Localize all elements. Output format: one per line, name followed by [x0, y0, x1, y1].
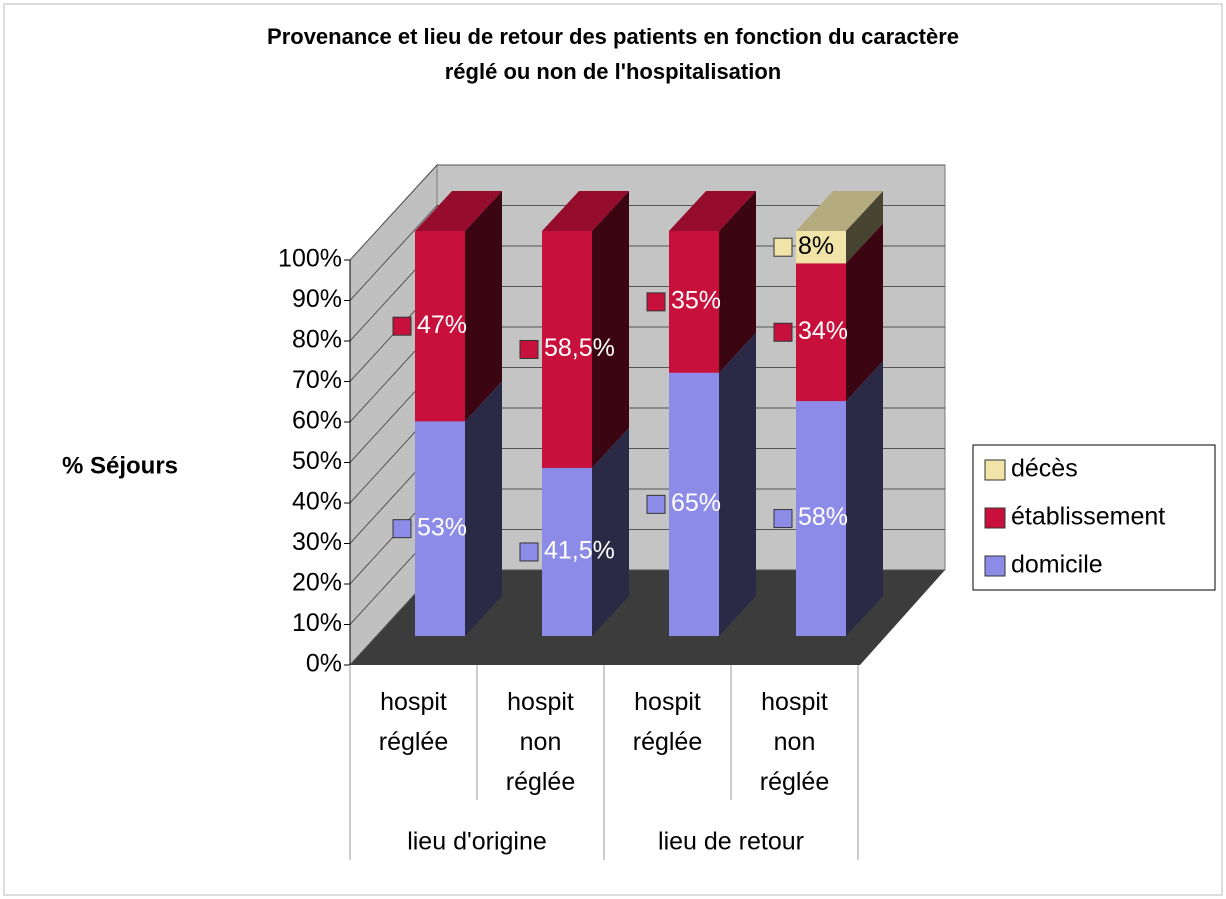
y-tick-label: 100% — [278, 245, 342, 273]
legend-label: décès — [1011, 455, 1078, 483]
bar-side — [719, 191, 756, 373]
bar-side — [846, 361, 883, 636]
data-label-group: 53% — [392, 513, 467, 541]
data-label: 41,5% — [544, 537, 615, 565]
bar-side — [846, 223, 883, 402]
x-tick-label: hospit réglée — [378, 688, 449, 756]
legend-key — [984, 507, 1006, 529]
bar-side — [465, 191, 502, 422]
grid-line — [349, 164, 945, 261]
data-label-group: 41,5% — [519, 537, 615, 565]
bar — [669, 372, 719, 636]
chart-title: réglé ou non de l'hospitalisation — [445, 59, 781, 84]
y-tick-label: 0% — [306, 650, 342, 678]
x-tick-label: hospit réglée — [632, 688, 703, 756]
data-label-group: 8% — [773, 232, 834, 260]
y-tick-label: 10% — [292, 609, 342, 637]
data-label-group: 58,5% — [519, 334, 615, 362]
data-label-key — [773, 237, 793, 257]
bar-side — [592, 427, 629, 636]
x-tick-label: hospit non réglée — [505, 688, 576, 796]
legend-label: domicile — [1011, 551, 1103, 579]
data-label-key — [519, 339, 539, 359]
data-label: 35% — [671, 286, 721, 314]
legend — [972, 444, 1216, 591]
bar-top — [415, 191, 502, 231]
data-label-group: 34% — [773, 317, 848, 345]
data-label-key — [646, 292, 666, 312]
bar-top — [796, 191, 883, 231]
bar — [542, 467, 592, 636]
data-label: 53% — [417, 513, 467, 541]
bar-side — [846, 191, 883, 264]
bar-side — [719, 332, 756, 636]
bar-top — [542, 191, 629, 231]
group-label: lieu d'origine — [407, 828, 547, 856]
bar — [415, 231, 465, 422]
x-tick-label: hospit non réglée — [759, 688, 830, 796]
y-tick-label: 60% — [292, 407, 342, 435]
y-axis-title: % Séjours — [62, 452, 178, 479]
data-label: 8% — [798, 232, 834, 260]
y-tick-label: 30% — [292, 528, 342, 556]
data-label-group: 65% — [646, 489, 721, 517]
y-tick-label: 40% — [292, 488, 342, 516]
bar-side — [592, 191, 629, 468]
bar — [796, 263, 846, 402]
data-label: 34% — [798, 317, 848, 345]
y-tick-label: 20% — [292, 569, 342, 597]
y-tick-label: 90% — [292, 285, 342, 313]
data-label-key — [392, 316, 412, 336]
y-tick-label: 70% — [292, 366, 342, 394]
bar — [796, 401, 846, 636]
chart-title: Provenance et lieu de retour des patient… — [267, 24, 959, 49]
y-tick-label: 80% — [292, 326, 342, 354]
grid-line — [349, 205, 945, 301]
group-label: lieu de retour — [658, 828, 804, 856]
legend-key — [984, 555, 1006, 577]
bar-top — [669, 191, 756, 231]
bar — [669, 231, 719, 373]
data-label: 65% — [671, 489, 721, 517]
legend-key — [984, 459, 1006, 481]
data-label: 58% — [798, 503, 848, 531]
data-label-group: 35% — [646, 286, 721, 314]
bar-side — [465, 381, 502, 636]
bar — [542, 231, 592, 468]
bar — [415, 421, 465, 636]
data-label: 47% — [417, 311, 467, 339]
data-label-key — [392, 519, 412, 539]
data-label-group: 47% — [392, 311, 467, 339]
y-tick-label: 50% — [292, 447, 342, 475]
bar — [796, 231, 846, 264]
data-label-key — [773, 322, 793, 342]
data-label-key — [646, 494, 666, 514]
data-label: 58,5% — [544, 334, 615, 362]
data-label-group: 58% — [773, 503, 848, 531]
data-label-key — [773, 509, 793, 529]
data-label-key — [519, 542, 539, 562]
legend-label: établissement — [1011, 503, 1165, 531]
